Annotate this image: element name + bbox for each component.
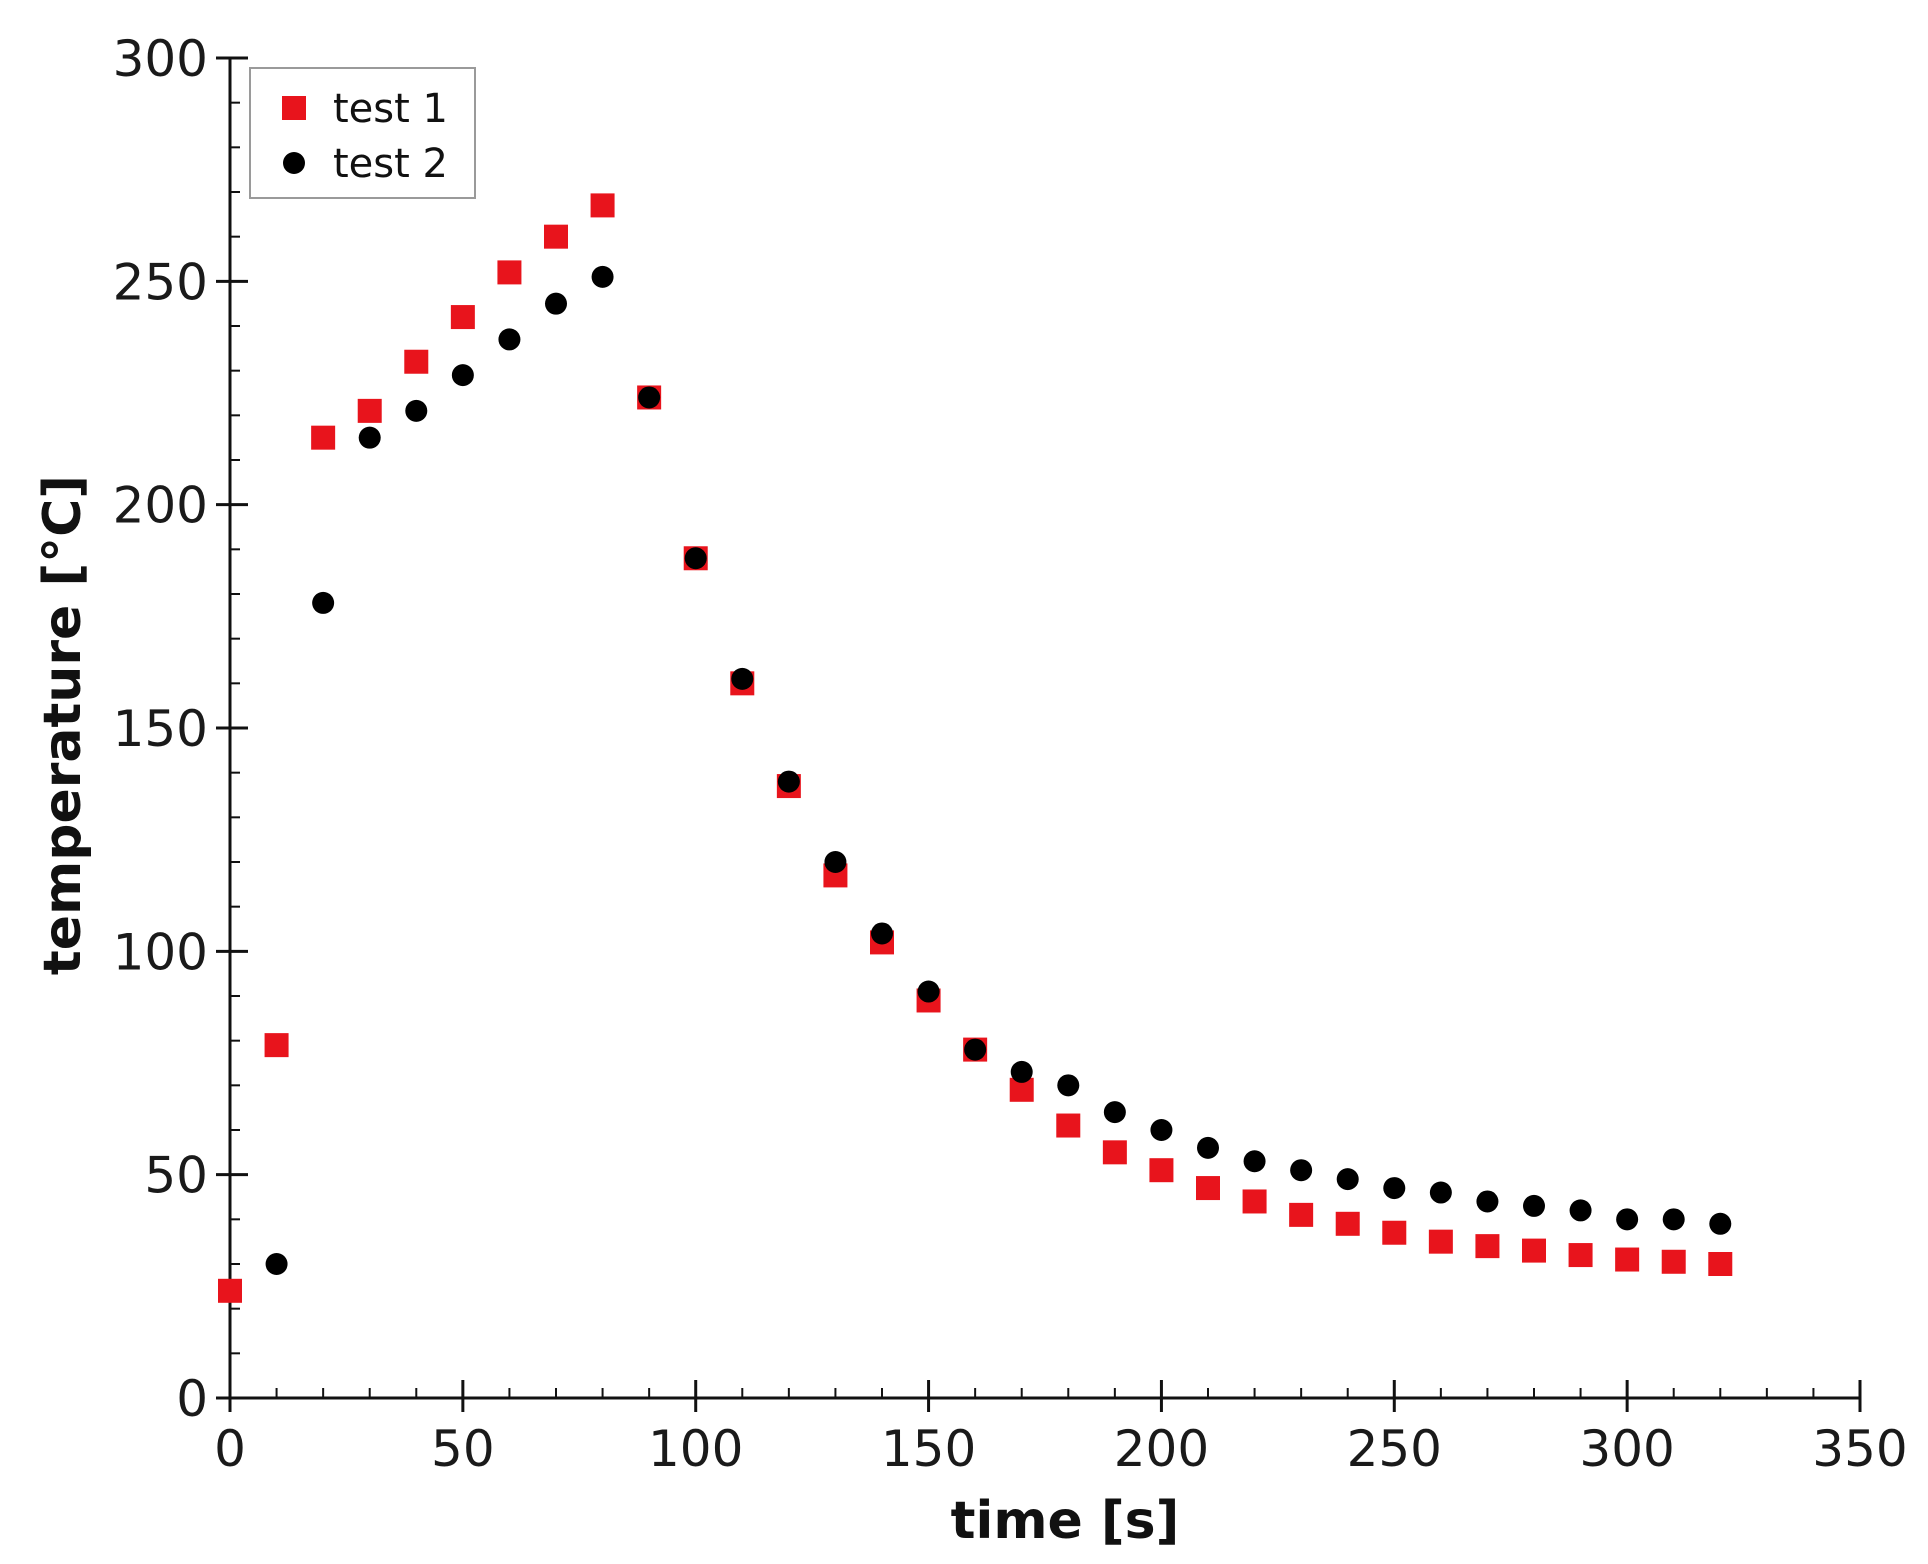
point-test-1 — [1661, 1249, 1686, 1274]
point-test-2 — [498, 328, 521, 351]
point-test-2 — [451, 364, 474, 387]
point-test-2 — [1523, 1194, 1545, 1217]
point-test-2 — [265, 1253, 288, 1275]
point-test-1 — [404, 349, 429, 374]
y-tick-label: 300 — [113, 30, 208, 88]
axes: 0 50 100 150 200 250 300 0 50 100 150 200 250 300 350 — [113, 30, 1908, 1478]
point-test-2 — [1616, 1208, 1639, 1231]
point-test-1 — [1382, 1220, 1407, 1245]
legend-marker-test-1 — [282, 96, 306, 120]
point-test-1 — [544, 224, 568, 249]
legend-label-test-1: test 1 — [333, 86, 448, 132]
point-test-1 — [1568, 1243, 1593, 1268]
point-test-2 — [824, 851, 847, 873]
x-tick-label: 0 — [214, 1420, 246, 1478]
point-test-1 — [1056, 1113, 1081, 1138]
point-test-2 — [1057, 1074, 1080, 1097]
point-test-2 — [917, 980, 940, 1003]
x-axis-title: time [s] — [951, 1491, 1180, 1551]
x-tick-label: 50 — [431, 1420, 495, 1478]
point-test-2 — [777, 770, 800, 793]
x-tick-label: 200 — [1114, 1420, 1209, 1478]
point-test-1 — [1289, 1202, 1314, 1227]
x-tick-label: 100 — [648, 1420, 743, 1478]
point-test-2 — [1103, 1101, 1126, 1124]
point-test-2 — [312, 591, 335, 614]
legend-label-test-2: test 2 — [333, 141, 448, 187]
point-test-1 — [1335, 1211, 1360, 1236]
point-test-2 — [731, 667, 754, 690]
point-test-1 — [590, 193, 615, 218]
point-test-1 — [1428, 1229, 1453, 1254]
point-test-1 — [311, 425, 336, 450]
point-test-1 — [1149, 1158, 1174, 1183]
y-axis-title: temperature [°C] — [33, 475, 93, 975]
point-test-2 — [591, 265, 614, 288]
point-test-2 — [684, 547, 707, 570]
y-tick-label: 200 — [113, 477, 208, 535]
point-test-1 — [1102, 1140, 1127, 1165]
point-test-2 — [358, 426, 381, 449]
point-test-1 — [1242, 1189, 1267, 1214]
point-test-1 — [497, 260, 522, 285]
point-test-2 — [1709, 1212, 1732, 1235]
x-tick-label: 150 — [881, 1420, 976, 1478]
legend-marker-test-2 — [283, 152, 305, 174]
point-test-1 — [1615, 1247, 1640, 1272]
point-test-1 — [1522, 1238, 1546, 1263]
x-tick-label: 350 — [1812, 1420, 1907, 1478]
point-test-2 — [1429, 1181, 1452, 1204]
x-tick-label: 250 — [1347, 1420, 1442, 1478]
point-test-1 — [264, 1033, 289, 1058]
point-test-2 — [964, 1038, 987, 1061]
y-tick-label: 250 — [113, 253, 208, 311]
point-test-2 — [638, 386, 661, 409]
point-test-2 — [1383, 1177, 1406, 1200]
point-test-2 — [1569, 1199, 1592, 1222]
point-test-1 — [1475, 1234, 1500, 1259]
point-test-2 — [405, 399, 428, 422]
point-test-2 — [1476, 1190, 1499, 1213]
point-test-1 — [1708, 1252, 1733, 1276]
point-test-2 — [1197, 1136, 1219, 1159]
point-test-1 — [357, 398, 382, 423]
y-tick-label: 0 — [176, 1370, 208, 1428]
y-tick-label: 150 — [113, 700, 208, 758]
legend-box — [249, 67, 476, 199]
point-test-1 — [218, 1278, 242, 1303]
point-test-2 — [1010, 1060, 1033, 1083]
legend: test 1 test 2 — [249, 67, 476, 199]
point-test-2 — [871, 922, 893, 945]
point-test-2 — [1662, 1208, 1685, 1231]
y-tick-label: 100 — [113, 923, 208, 981]
point-test-2 — [1336, 1168, 1359, 1191]
x-tick-label: 300 — [1579, 1420, 1674, 1478]
point-test-2 — [1243, 1150, 1266, 1173]
point-test-2 — [1290, 1159, 1313, 1182]
y-tick-label: 50 — [144, 1147, 208, 1205]
point-test-1 — [1196, 1176, 1220, 1201]
point-test-1 — [450, 305, 475, 330]
point-test-2 — [1150, 1119, 1173, 1141]
data-points — [218, 193, 1733, 1303]
point-test-2 — [545, 292, 567, 315]
